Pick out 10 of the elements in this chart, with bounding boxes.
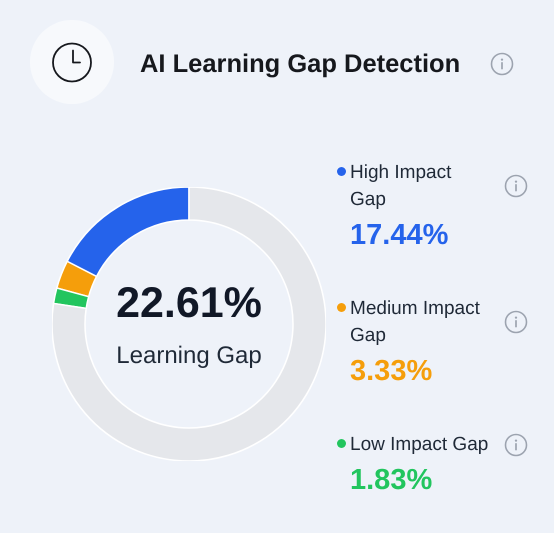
chart-title: AI Learning Gap Detection <box>140 49 460 80</box>
legend-label: Medium Impact Gap <box>350 297 481 348</box>
legend-label: Low Impact Gap <box>350 433 490 457</box>
donut-slice <box>52 187 326 461</box>
data-label: 17.44% <box>350 218 450 253</box>
text: 22.61% <box>116 279 262 327</box>
data-label: 1.83% <box>350 463 434 498</box>
data-label: 3.33% <box>350 354 434 389</box>
legend-label: High Impact Gap <box>350 161 452 212</box>
text: Learning Gap <box>116 342 262 369</box>
